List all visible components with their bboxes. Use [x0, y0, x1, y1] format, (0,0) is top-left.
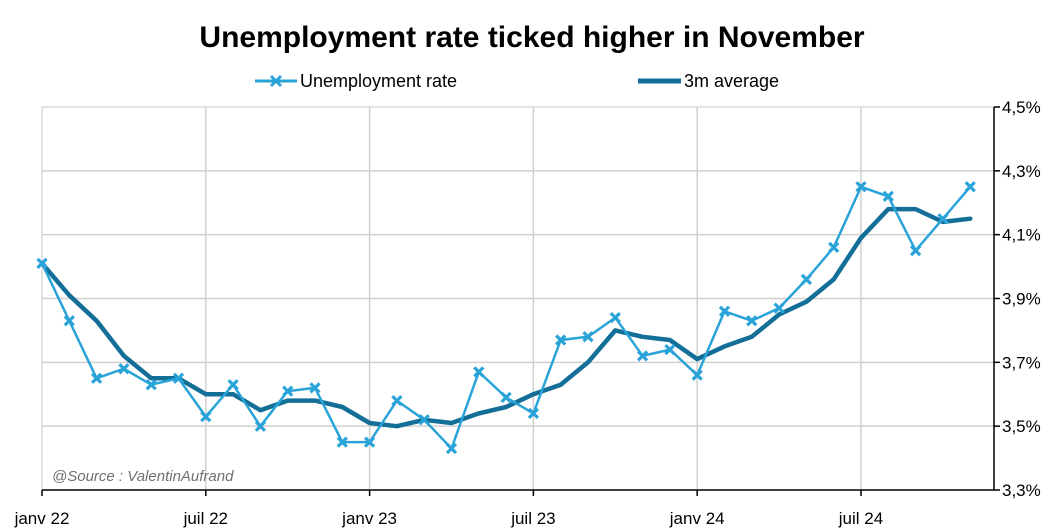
legend-label-3m-average: 3m average — [684, 71, 779, 91]
data-point — [90, 372, 103, 384]
data-point — [336, 436, 348, 448]
data-point — [473, 366, 485, 378]
x-tick-label: janv 23 — [341, 509, 397, 528]
data-point — [909, 244, 922, 257]
x-tick-label: juil 24 — [838, 509, 883, 528]
gridlines — [42, 107, 994, 490]
legend-label-unemployment: Unemployment rate — [300, 71, 457, 91]
data-point — [282, 385, 294, 397]
data-point — [664, 343, 676, 356]
y-tick-label: 3,7% — [1002, 353, 1041, 372]
series-layer — [36, 181, 976, 455]
data-point — [555, 334, 567, 346]
data-point — [500, 391, 512, 404]
data-point — [937, 213, 949, 225]
y-tick-label: 4,1% — [1002, 226, 1041, 245]
y-tick-label: 3,9% — [1002, 290, 1041, 309]
data-point — [718, 305, 731, 317]
data-point — [363, 436, 376, 448]
data-point — [964, 181, 976, 193]
y-axis-ticks: 3,3% 3,5% 3,7% 3,9% 4,1% 4,3% 4,5% — [994, 98, 1041, 500]
source-note: @Source : ValentinAufrand — [52, 468, 234, 485]
data-point — [582, 331, 594, 343]
data-point — [145, 379, 157, 391]
chart-title: Unemployment rate ticked higher in Novem… — [199, 21, 864, 54]
data-point — [254, 420, 267, 432]
data-point — [445, 442, 458, 455]
data-point — [636, 350, 649, 362]
data-point — [828, 241, 840, 254]
data-point — [773, 302, 785, 314]
data-point — [118, 363, 130, 375]
x-axis-ticks: janv 22 juil 22 janv 23 juil 23 janv 24 juil … — [14, 490, 883, 528]
series-unemployment-rate — [36, 181, 976, 455]
data-point — [63, 315, 75, 327]
data-point — [609, 311, 621, 324]
y-tick-label: 4,5% — [1002, 98, 1041, 117]
y-tick-label: 4,3% — [1002, 162, 1041, 181]
data-point — [746, 315, 758, 327]
data-point — [172, 372, 185, 384]
data-point — [800, 273, 813, 286]
x-tick-label: janv 24 — [669, 509, 725, 528]
data-point — [309, 382, 321, 394]
y-tick-label: 3,3% — [1002, 481, 1041, 500]
data-point — [691, 369, 703, 381]
y-tick-label: 3,5% — [1002, 417, 1041, 436]
series-3m-average — [39, 206, 973, 429]
data-point — [855, 181, 867, 193]
data-point — [527, 407, 540, 420]
data-point — [882, 190, 894, 203]
x-tick-label: juil 22 — [183, 509, 228, 528]
legend-item-unemployment: Unemployment rate — [255, 71, 457, 91]
legend-marker-unemployment — [269, 74, 283, 88]
legend: Unemployment rate 3m average — [255, 71, 779, 91]
data-point — [418, 414, 430, 426]
data-point — [200, 410, 212, 423]
series-line-3m-average — [39, 206, 973, 429]
data-point — [36, 257, 48, 270]
data-point — [227, 379, 239, 391]
x-tick-label: janv 22 — [14, 509, 70, 528]
x-tick-label: juil 23 — [510, 509, 555, 528]
data-point — [391, 394, 403, 407]
legend-item-3m-average: 3m average — [638, 71, 779, 91]
